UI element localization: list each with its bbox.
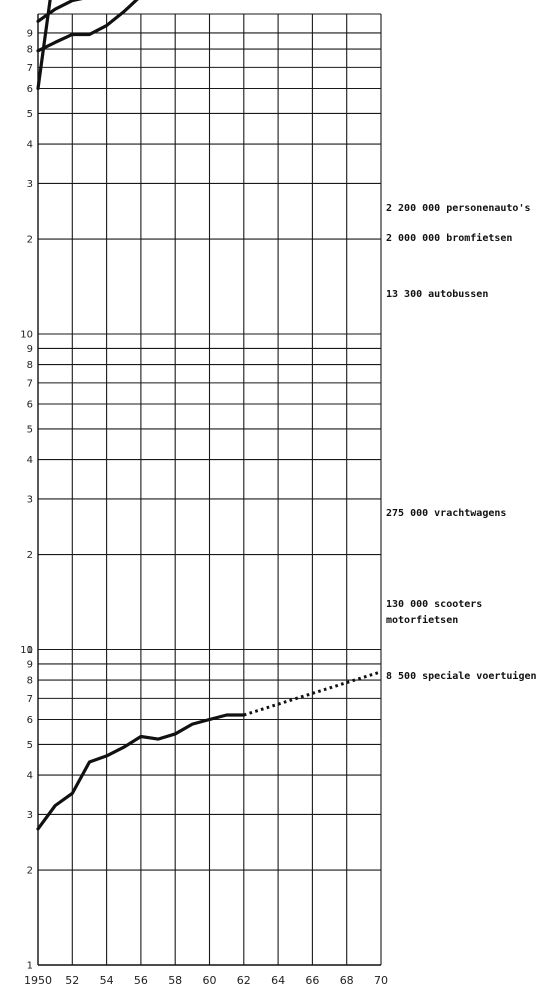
x-tick-label: 66 [305,974,319,987]
y-tick-label: 8 [27,676,33,687]
x-tick-label: 60 [203,974,217,987]
y-tick-label: 3 [27,494,33,505]
series-annotation: 2 000 000 bromfietsen [386,232,512,244]
y-tick-label: 1 [27,961,33,972]
y-tick-label: 3 [27,179,33,190]
data-series-lines [36,0,246,831]
series-annotation: 2 200 000 personenauto's [386,203,531,214]
y-tick-label: 6 [27,84,33,95]
x-tick-label: 62 [237,974,251,987]
series-line-5 [36,713,246,831]
y-tick-label: 6 [27,399,33,410]
y-tick-label: 6 [27,715,33,726]
series-annotation: 8 500 speciale voertuigen [386,670,537,682]
y-tick-label: 7 [27,694,33,705]
grid-lines [37,13,382,966]
y-tick-label: 3 [27,810,33,821]
y-tick-label: 2 [27,550,33,561]
y-tick-label: 8 [27,45,33,56]
y-tick-label: 9 [27,28,33,39]
series-annotation-line2: motorfietsen [386,614,458,626]
x-axis-tick-labels: 1950 52 54 56 58 60 62 64 66 68 70 [24,974,388,987]
y-tick-label: 2 [27,866,33,877]
y-tick-label: 5 [27,424,33,435]
x-tick-label: 64 [271,974,285,987]
x-tick-label: 70 [374,974,388,987]
projection-annotations: 2 200 000 personenauto's 2 000 000 bromfi… [386,203,537,682]
y-tick-label: 8 [27,360,33,371]
x-tick-label: 1950 [24,974,52,987]
series-annotation: 130 000 scooters [386,599,482,610]
x-tick-label: 68 [340,974,354,987]
y-tick-label: 4 [27,455,33,466]
series-line-3 [36,0,139,53]
y-tick-label: 2 [27,235,33,246]
x-tick-label: 52 [65,974,79,987]
series-annotation: 275 000 vrachtwagens [386,508,506,519]
x-tick-label: 56 [134,974,148,987]
y-tick-label: 1 [27,645,33,656]
series-line-4 [36,0,83,23]
series-annotation: 13 300 autobussen [386,289,488,300]
y-tick-label: 7 [27,63,33,74]
y-tick-label: 5 [27,740,33,751]
y-tick-label: 10 [20,330,33,341]
y-tick-label: 9 [27,344,33,355]
y-tick-label: 4 [27,771,33,782]
y-tick-label: 4 [27,140,33,151]
y-tick-label: 10 [20,645,33,656]
x-tick-label: 58 [168,974,182,987]
y-tick-label: 7 [27,378,33,389]
x-tick-label: 54 [100,974,114,987]
y-tick-label: 5 [27,109,33,120]
y-tick-label: 9 [27,659,33,670]
